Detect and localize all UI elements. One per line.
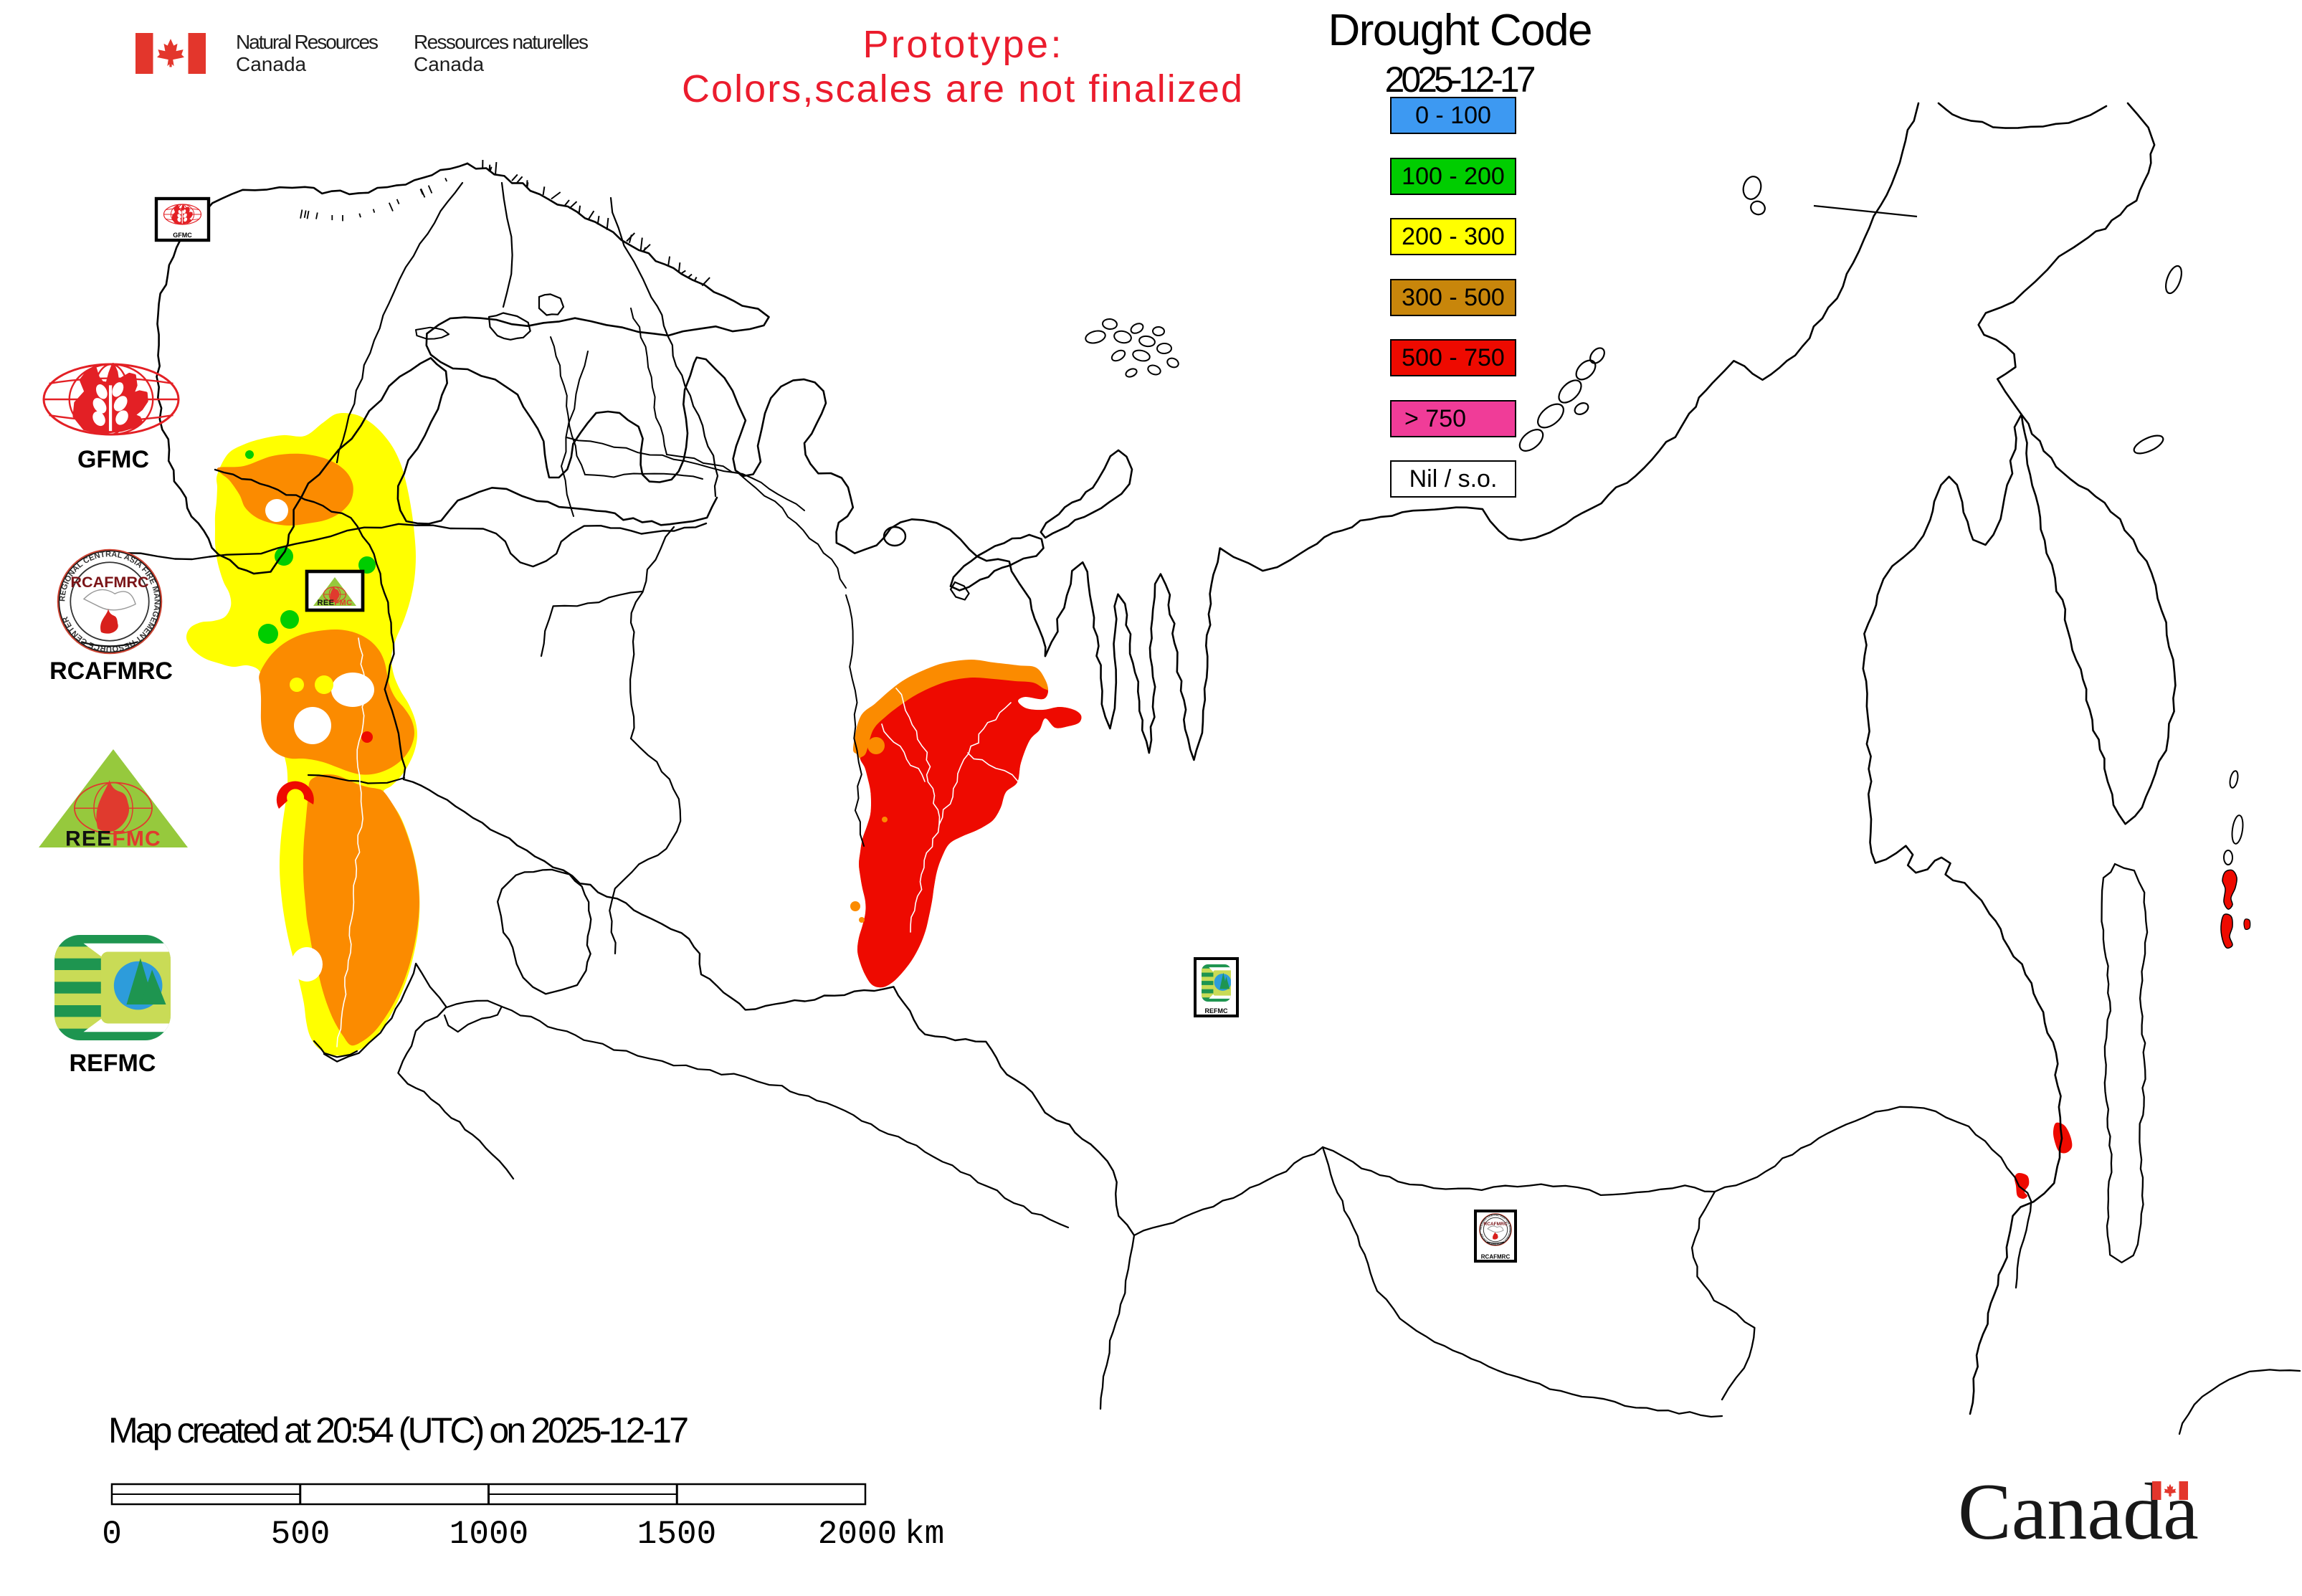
svg-text:Canada: Canada [414, 53, 485, 75]
svg-text:> 750: > 750 [1404, 405, 1466, 432]
svg-text:Canada: Canada [1958, 1468, 2199, 1557]
svg-text:2025-12-17: 2025-12-17 [1385, 60, 1536, 100]
svg-text:REEFMC: REEFMC [317, 599, 352, 607]
svg-text:1500: 1500 [637, 1516, 716, 1553]
svg-text:0: 0 [102, 1516, 122, 1553]
svg-text:2000: 2000 [818, 1516, 897, 1553]
svg-text:REEFMC: REEFMC [65, 827, 161, 850]
svg-text:Map created at 20:54 (UTC) on: Map created at 20:54 (UTC) on 2025-12-17 [108, 1410, 689, 1450]
svg-text:GFMC: GFMC [173, 232, 192, 239]
svg-text:RCAFMRC: RCAFMRC [70, 573, 148, 591]
svg-text:300 - 500: 300 - 500 [1402, 284, 1505, 311]
svg-text:1000: 1000 [450, 1516, 528, 1553]
svg-text:Nil / s.o.: Nil / s.o. [1409, 465, 1498, 493]
svg-text:Canada: Canada [236, 53, 307, 75]
svg-text:REFMC: REFMC [70, 1050, 156, 1077]
svg-text:RCAFMRC: RCAFMRC [49, 657, 173, 685]
svg-text:500: 500 [271, 1516, 330, 1553]
svg-text:RCAFMRC: RCAFMRC [1481, 1253, 1511, 1260]
svg-text:RCAFMRC: RCAFMRC [1483, 1222, 1508, 1227]
svg-text:0 - 100: 0 - 100 [1415, 102, 1491, 129]
svg-text:500 - 750: 500 - 750 [1402, 344, 1505, 371]
svg-text:Natural Resources: Natural Resources [236, 31, 379, 53]
svg-text:GFMC: GFMC [77, 446, 149, 473]
svg-text:Prototype:: Prototype: [863, 23, 1062, 66]
svg-text:200 - 300: 200 - 300 [1402, 223, 1505, 250]
svg-text:Drought Code: Drought Code [1328, 6, 1593, 55]
svg-text:km: km [905, 1516, 944, 1553]
svg-text:100 - 200: 100 - 200 [1402, 163, 1505, 190]
svg-text:Colors,scales are not finalize: Colors,scales are not finalized [682, 67, 1242, 110]
svg-text:REFMC: REFMC [1205, 1007, 1228, 1015]
svg-text:Ressources naturelles: Ressources naturelles [414, 31, 589, 53]
